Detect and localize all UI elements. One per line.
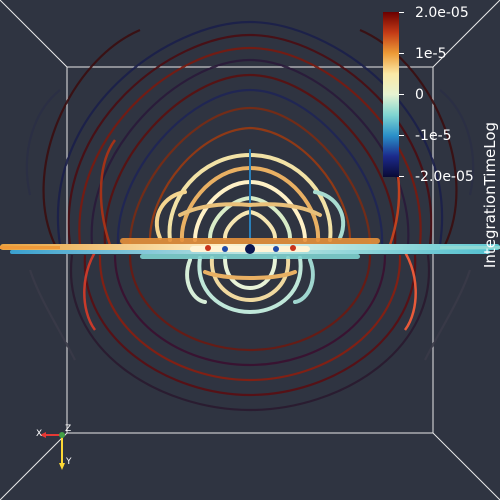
colorbar-title: IntegrationTimeLog	[481, 121, 499, 269]
tick-mark	[399, 135, 404, 136]
y-axis-label: Y	[66, 457, 72, 467]
colorbar-tick-label: 2.0e-05	[415, 5, 469, 21]
orientation-axes[interactable]: X Z Y	[28, 420, 88, 480]
outer-streamlines	[25, 20, 475, 246]
colorbar-legend: 2.0e-05 1e-5 0 -1e-5 -2.0e-05	[383, 6, 500, 185]
colorbar-tick-label: -1e-5	[415, 128, 452, 144]
colorbar-tick-label: -2.0e-05	[415, 169, 474, 185]
x-axis-arrowhead	[40, 432, 46, 438]
colorbar-tick-label: 1e-5	[415, 46, 447, 62]
inner-torus-bottom	[185, 256, 315, 315]
tick-mark	[399, 94, 404, 95]
tick-mark	[399, 53, 404, 54]
disc-plane	[0, 238, 500, 259]
y-axis-arrowhead	[59, 463, 65, 470]
lower-streamlines	[28, 254, 472, 412]
z-axis-dot	[59, 432, 65, 438]
z-axis-label: Z	[65, 424, 72, 434]
tick-mark	[399, 12, 404, 13]
colorbar-gradient	[383, 12, 399, 177]
tick-mark	[399, 176, 404, 177]
inner-torus-top	[154, 149, 346, 242]
x-axis-label: X	[36, 429, 43, 439]
colorbar-tick-label: 0	[415, 87, 424, 103]
axes-glyph	[40, 432, 65, 470]
